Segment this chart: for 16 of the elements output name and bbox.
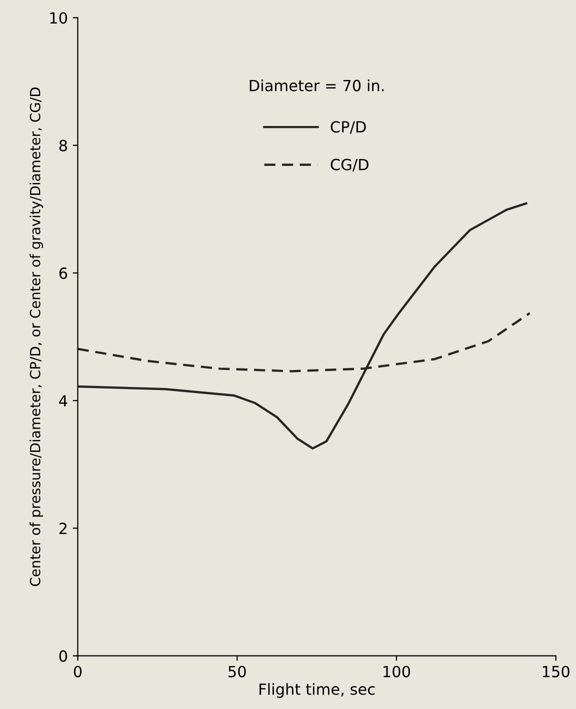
x-tick-label: 0 [74,666,82,678]
y-axis-title: Center of pressure/Diameter, CP/D, or Center of gravity/Diameter, CG/D [30,88,44,586]
y-tick-label: 4 [59,395,68,406]
y-tick-label: 8 [59,140,67,152]
legend-label: CG/D [330,158,368,172]
annotation: Diameter = 70 in. [250,80,384,92]
x-tick-label: 150 [542,666,570,678]
legend-label: CP/D [330,121,366,134]
y-tick-label: 6 [59,267,68,279]
x-tick-label: 100 [384,666,410,678]
y-tick-label: 2 [59,522,67,534]
x-axis-title: Flight time, sec [260,683,375,698]
y-tick-label: 0 [59,650,68,662]
y-tick-label: 10 [50,12,68,24]
line-series [78,202,528,450]
x-tick-label: 50 [228,666,246,678]
